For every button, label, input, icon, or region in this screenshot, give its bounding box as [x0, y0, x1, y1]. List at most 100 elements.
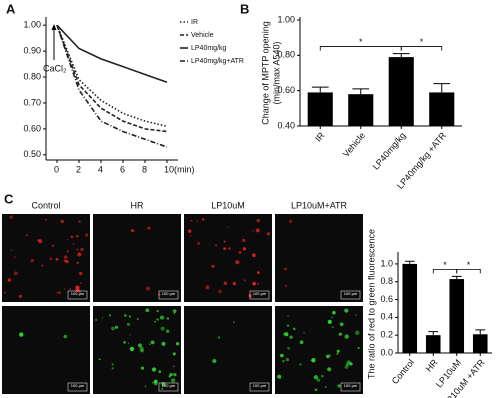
error-bar — [352, 88, 370, 95]
cell-signal — [201, 218, 205, 221]
x-tick-label: 2 — [76, 164, 81, 174]
cell-signal — [226, 226, 229, 228]
cell-signal — [205, 285, 210, 290]
cell-signal — [232, 321, 235, 324]
cell-signal — [152, 367, 156, 371]
image-column-label: LP10uM+ATR — [291, 200, 348, 210]
cell-signal — [355, 314, 358, 316]
error-bar — [404, 260, 415, 264]
significance-bracket — [319, 46, 402, 51]
cell-signal — [218, 289, 222, 294]
cell-signal — [338, 332, 342, 336]
panel-letter: B — [240, 1, 249, 16]
cell-signal — [72, 243, 75, 246]
cell-signal — [49, 257, 53, 260]
cell-signal — [282, 359, 285, 363]
y-tick-label: 0.0 — [380, 347, 393, 357]
cell-signal — [241, 238, 246, 243]
cell-signal — [292, 327, 296, 331]
cell-signal — [127, 342, 130, 344]
cell-signal — [101, 317, 104, 319]
cell-signal — [287, 315, 289, 318]
scale-bar-box — [249, 382, 270, 392]
scale-bar-box — [158, 382, 179, 392]
cell-signal — [156, 310, 159, 313]
y-tick-label: 0.2 — [380, 330, 393, 340]
scale-bar-label: 100 μm — [344, 291, 358, 296]
cell-signal — [217, 336, 221, 339]
cell-signal — [310, 359, 312, 362]
cell-signal — [285, 284, 288, 287]
y-tick-label: 0.60 — [23, 123, 41, 133]
cell-signal — [123, 340, 126, 344]
cell-signal — [313, 375, 319, 380]
cell-signal — [13, 271, 18, 276]
cell-signal — [349, 362, 353, 366]
cell-signal — [156, 318, 159, 321]
cell-signal — [242, 247, 247, 251]
cell-signal — [327, 319, 332, 324]
cell-signal — [257, 282, 259, 285]
significance-bracket — [456, 268, 481, 274]
cell-signal — [339, 322, 344, 327]
cell-signal — [161, 341, 166, 346]
scale-bar-box — [340, 382, 361, 392]
cell-signal — [124, 314, 127, 317]
x-tick-label: HR — [424, 357, 440, 374]
cell-signal — [238, 250, 242, 254]
scale-bar-label: 100 μm — [71, 291, 85, 296]
cell-signal — [235, 260, 240, 265]
legend-label: Vehicle — [191, 32, 214, 39]
cell-signal — [111, 363, 114, 366]
cell-signal — [14, 256, 16, 258]
cell-signal — [10, 249, 13, 252]
cell-signal — [172, 352, 176, 356]
x-tick-label: 0 — [54, 164, 59, 174]
cell-signal — [140, 366, 145, 370]
image-column-label: LP10uM — [211, 200, 245, 210]
series-line — [56, 24, 168, 133]
x-tick-label: 6 — [120, 164, 125, 174]
cell-signal — [223, 281, 228, 286]
x-tick-label: Control — [390, 357, 416, 386]
cell-signal — [314, 388, 318, 392]
cell-signal — [332, 311, 336, 315]
cell-signal — [303, 332, 305, 334]
cell-signal — [157, 293, 161, 296]
significance-label: * — [420, 37, 424, 47]
error-bar — [428, 331, 439, 336]
y-tick-label: 0.6 — [380, 294, 393, 304]
scale-bar-box — [67, 290, 88, 300]
y-tick-label: 0.60 — [277, 85, 295, 95]
cell-signal — [197, 242, 200, 245]
scale-bar-label: 100 μm — [162, 383, 176, 388]
cell-signal — [19, 332, 24, 337]
cell-signal — [299, 340, 304, 345]
y-axis-label: (min/max A540) — [271, 41, 281, 104]
panel-letter: A — [6, 1, 16, 16]
micrograph — [2, 306, 90, 394]
cell-signal — [137, 343, 142, 348]
cell-signal — [3, 291, 7, 294]
cell-signal — [63, 334, 68, 339]
cell-signal — [243, 279, 246, 282]
panel-letter: C — [4, 191, 14, 206]
micrograph — [93, 214, 181, 302]
x-tick-label: 10(min) — [164, 164, 195, 174]
cell-signal — [327, 367, 330, 370]
cell-signal — [336, 349, 340, 353]
cell-signal — [147, 226, 151, 230]
cell-signal — [149, 343, 151, 345]
micrograph — [184, 306, 272, 394]
error-bar — [433, 83, 451, 93]
cell-signal — [159, 315, 165, 320]
cell-signal — [165, 329, 170, 333]
cell-signal — [145, 308, 150, 313]
cell-signal — [66, 250, 69, 253]
cell-signal — [136, 318, 139, 320]
y-axis-label: Change of MPTP opening — [260, 21, 270, 124]
cell-signal — [331, 326, 334, 329]
cell-signal — [337, 384, 341, 388]
cell-signal — [171, 378, 176, 383]
